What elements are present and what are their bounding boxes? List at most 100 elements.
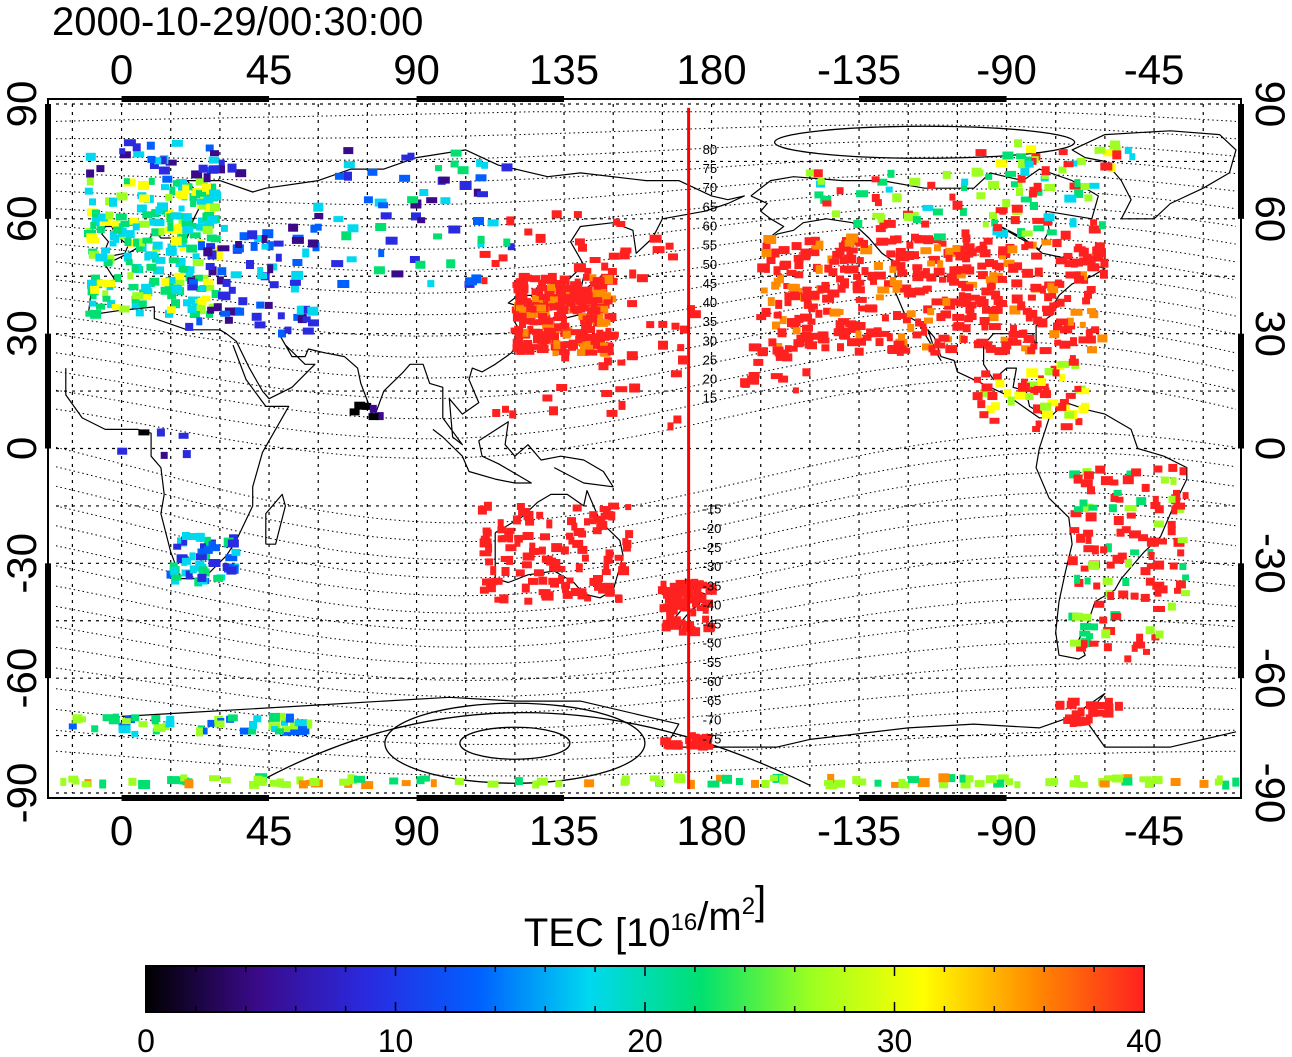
tec-cell: [985, 173, 993, 180]
tec-cell: [991, 305, 1003, 314]
tec-cell: [695, 592, 704, 602]
tec-cell: [1155, 630, 1164, 639]
tec-cell: [671, 740, 682, 748]
tec-cell: [118, 725, 131, 734]
tec-cell: [297, 314, 307, 324]
tec-cell: [1095, 465, 1106, 474]
tec-cell: [1027, 346, 1036, 354]
tec-cell: [1182, 574, 1190, 581]
tec-cell: [1179, 467, 1187, 476]
tec-cell: [1044, 184, 1056, 191]
tec-cell: [805, 169, 815, 177]
contour-line: [55, 140, 1237, 161]
tec-cell: [87, 237, 100, 244]
tec-cell: [1074, 179, 1081, 188]
bottom-lon-tick-label: 180: [677, 807, 747, 854]
tec-cell: [524, 274, 532, 282]
tec-cell: [1065, 392, 1076, 399]
colorbar-tick-label: 40: [1126, 1023, 1162, 1057]
tec-cell: [1060, 230, 1071, 240]
tec-cell: [532, 780, 540, 789]
tec-cell: [962, 255, 971, 263]
tec-cell: [1025, 313, 1033, 322]
left-lat-tick-label: 90: [0, 81, 45, 128]
tec-cell: [529, 319, 538, 326]
contour-label: -60: [703, 674, 722, 689]
tec-cell: [90, 222, 97, 229]
tec-cell: [662, 587, 670, 596]
tec-cell: [1027, 294, 1036, 301]
tec-cell: [1073, 474, 1083, 484]
tec-cell: [521, 583, 530, 593]
tec-cell: [1011, 204, 1023, 213]
frame-bar-segment: [859, 96, 1007, 102]
tec-cell: [1138, 534, 1149, 542]
coast-uk: [101, 225, 129, 258]
tec-cell: [1014, 391, 1026, 400]
tec-cell: [987, 392, 998, 400]
tec-cell: [540, 533, 550, 541]
tec-cell: [123, 139, 136, 147]
tec-cell: [485, 584, 496, 593]
tec-cell: [1005, 778, 1014, 786]
tec-cell: [576, 349, 588, 356]
tec-cell: [945, 345, 958, 354]
tec-cell: [669, 582, 677, 592]
tec-cell: [479, 250, 491, 258]
tec-cell: [661, 623, 671, 632]
tec-cell: [604, 334, 614, 341]
tec-cell: [899, 312, 911, 319]
tec-cell: [285, 713, 294, 723]
bottom-lon-tick-label: -45: [1124, 807, 1185, 854]
frame-bars: [45, 96, 1244, 801]
right-lat-tick-label: 90: [1247, 81, 1292, 128]
tec-cell: [1126, 512, 1136, 519]
tec-cell: [476, 158, 483, 167]
tec-cell: [173, 279, 185, 287]
tec-cell: [281, 717, 288, 726]
tec-cell: [802, 286, 812, 295]
tec-cell: [1059, 326, 1069, 334]
tec-cell: [824, 780, 833, 787]
tec-cell: [278, 712, 286, 721]
tec-cell: [343, 161, 355, 169]
tec-cell: [102, 714, 114, 722]
tec-cell: [572, 539, 584, 548]
tec-cell: [581, 321, 588, 330]
tec-cell: [290, 284, 299, 293]
tec-cell: [1117, 552, 1127, 560]
tec-cell: [1021, 345, 1032, 352]
tec-cell: [182, 450, 191, 459]
tec-cell: [1093, 582, 1101, 590]
tec-cell: [208, 540, 216, 547]
tec-cell: [284, 326, 292, 334]
tec-cell: [962, 264, 972, 274]
tec-cell: [188, 296, 201, 305]
tec-cell: [133, 151, 145, 158]
tec-cell: [477, 235, 485, 244]
tec-cell: [148, 177, 155, 185]
tec-cell: [465, 277, 477, 286]
tec-cell: [677, 344, 685, 352]
tec-cell: [1115, 496, 1124, 503]
tec-cell: [399, 174, 411, 182]
tec-cell: [1155, 538, 1167, 545]
tec-cell: [375, 223, 387, 231]
tec-cell: [158, 228, 165, 235]
tec-cell: [1049, 302, 1057, 312]
tec-cell: [198, 566, 208, 575]
top-lon-tick-label: -45: [1124, 46, 1185, 93]
contour-label: -25: [703, 540, 722, 555]
tec-cell: [1005, 170, 1017, 177]
tec-cell: [849, 247, 858, 254]
tec-cell: [812, 240, 824, 250]
tec-cell: [526, 312, 538, 319]
tec-cell: [1067, 717, 1076, 723]
tec-cell: [1055, 700, 1065, 710]
tec-cell: [538, 589, 551, 596]
tec-cell: [1039, 285, 1046, 294]
tec-cell: [298, 780, 308, 789]
tec-cell: [271, 726, 279, 732]
tec-cell: [184, 779, 194, 789]
tec-cell: [249, 780, 260, 789]
